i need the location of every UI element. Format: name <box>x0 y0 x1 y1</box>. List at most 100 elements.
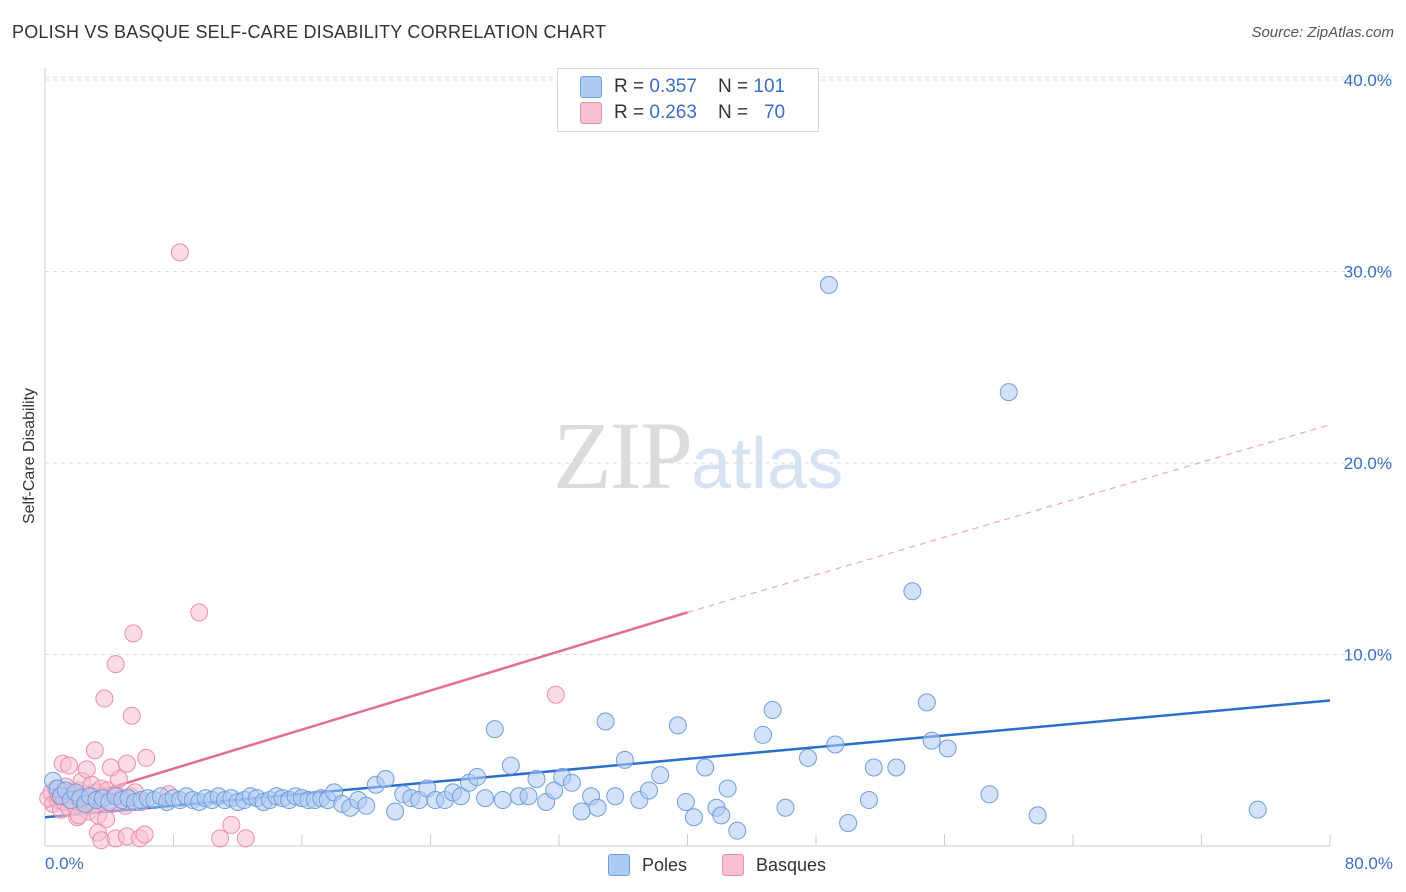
basques-point <box>101 758 120 777</box>
poles-point <box>651 766 670 785</box>
legend-basques-r-label: R = <box>614 102 650 123</box>
x-tick-labels: 0.0% 80.0% <box>45 854 1393 873</box>
basques-point <box>190 603 209 622</box>
basques-point <box>135 825 154 844</box>
poles-point <box>485 720 504 739</box>
basques-point <box>122 706 141 725</box>
basques-point <box>222 815 241 834</box>
poles-point <box>606 787 625 806</box>
basques-legend-label: Basques <box>756 854 827 875</box>
basques-point <box>236 829 255 848</box>
poles-point <box>376 769 395 788</box>
poles-legend-icon <box>608 854 630 876</box>
poles-point <box>639 781 658 800</box>
legend-poles-n-value: 101 <box>753 76 786 97</box>
y-tick-label: 40.0% <box>1344 71 1392 90</box>
poles-point <box>468 768 487 787</box>
poles-point <box>684 808 703 827</box>
basques-swatch-icon <box>580 102 602 124</box>
bottom-legend-basques: Basques <box>722 852 826 878</box>
poles-point <box>476 789 495 808</box>
watermark-zip: ZIP <box>553 402 693 509</box>
poles-point <box>676 792 695 811</box>
poles-point <box>386 802 405 821</box>
poles-point <box>839 814 858 833</box>
basques-points <box>39 243 565 850</box>
y-tick-label: 20.0% <box>1344 454 1392 473</box>
poles-point <box>527 769 546 788</box>
poles-point <box>718 779 737 798</box>
grid-lines <box>45 76 1392 655</box>
x-tick-label-min: 0.0% <box>45 854 84 873</box>
basques-point <box>77 760 96 779</box>
poles-point <box>501 756 520 775</box>
poles-point <box>596 712 615 731</box>
legend-poles-r-label: R = <box>614 76 650 97</box>
poles-point <box>562 773 581 792</box>
poles-point <box>887 758 906 777</box>
basques-point <box>124 624 143 643</box>
poles-point <box>980 785 999 804</box>
poles-point <box>819 275 838 294</box>
axes <box>44 68 1331 847</box>
legend-poles-text: R = 0.357 N = 101 <box>614 76 785 98</box>
poles-point <box>493 791 512 810</box>
poles-point <box>519 787 538 806</box>
poles-point <box>588 798 607 817</box>
poles-point <box>668 716 687 735</box>
poles-point <box>864 758 883 777</box>
legend-basques-n-label: N = <box>718 102 754 123</box>
watermark: ZIPatlas <box>553 400 843 511</box>
legend-basques-n-value: 70 <box>763 102 786 123</box>
poles-points <box>44 275 1267 840</box>
poles-point <box>999 383 1018 402</box>
poles-point <box>1028 806 1047 825</box>
legend-basques-r-value: 0.263 <box>649 102 697 123</box>
source-label: Source: ZipAtlas.com <box>1251 24 1394 41</box>
basques-point <box>137 748 156 767</box>
legend-poles-n-label: N = <box>718 76 754 97</box>
basques-trend-line <box>44 611 688 809</box>
chart-title: POLISH VS BASQUE SELF-CARE DISABILITY CO… <box>12 22 607 42</box>
poles-point <box>826 735 845 754</box>
bottom-legend-poles: Poles <box>608 852 687 878</box>
legend: R = 0.357 N = 101 R = 0.263 N = 70 <box>557 68 819 132</box>
basques-point <box>211 829 230 848</box>
basques-point <box>170 243 189 262</box>
basques-legend-icon <box>722 854 744 876</box>
legend-basques-text: R = 0.263 N = 70 <box>614 102 785 124</box>
poles-point <box>728 821 747 840</box>
poles-point <box>938 739 957 758</box>
legend-poles-r-value: 0.357 <box>649 76 697 97</box>
basques-point <box>106 655 125 674</box>
poles-point <box>615 750 634 769</box>
y-tick-labels: 10.0% 20.0% 30.0% 40.0% <box>1344 71 1392 665</box>
poles-point <box>1248 800 1267 819</box>
y-tick-label: 10.0% <box>1344 646 1392 665</box>
poles-point <box>696 758 715 777</box>
basques-point <box>85 741 104 760</box>
basques-trend-extension <box>687 424 1331 613</box>
y-tick-label: 30.0% <box>1344 263 1392 282</box>
poles-point <box>712 806 731 825</box>
x-tick-label-max: 80.0% <box>1345 854 1393 873</box>
poles-point <box>753 725 772 744</box>
poles-point <box>545 781 564 800</box>
watermark-atlas: atlas <box>691 424 844 504</box>
poles-point <box>922 731 941 750</box>
poles-point <box>776 798 795 817</box>
poles-point <box>798 748 817 767</box>
basques-point <box>117 754 136 773</box>
poles-point <box>763 701 782 720</box>
poles-point <box>903 582 922 601</box>
poles-legend-label: Poles <box>642 854 688 875</box>
poles-point <box>357 796 376 815</box>
basques-point <box>97 810 116 829</box>
poles-swatch-icon <box>580 76 602 98</box>
basques-trend-group <box>44 424 1331 809</box>
poles-point <box>917 693 936 712</box>
basques-point <box>95 689 114 708</box>
basques-point <box>60 756 79 775</box>
poles-point <box>452 787 471 806</box>
